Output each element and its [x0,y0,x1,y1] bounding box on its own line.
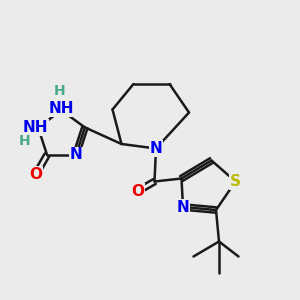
Text: N: N [70,147,82,162]
Text: NH: NH [22,120,48,135]
Text: S: S [230,174,241,189]
Text: H: H [19,134,30,148]
Text: O: O [29,167,42,182]
Text: N: N [177,200,189,214]
Text: H: H [54,84,66,98]
Text: O: O [131,184,144,199]
Text: NH: NH [49,101,74,116]
Text: N: N [150,141,162,156]
